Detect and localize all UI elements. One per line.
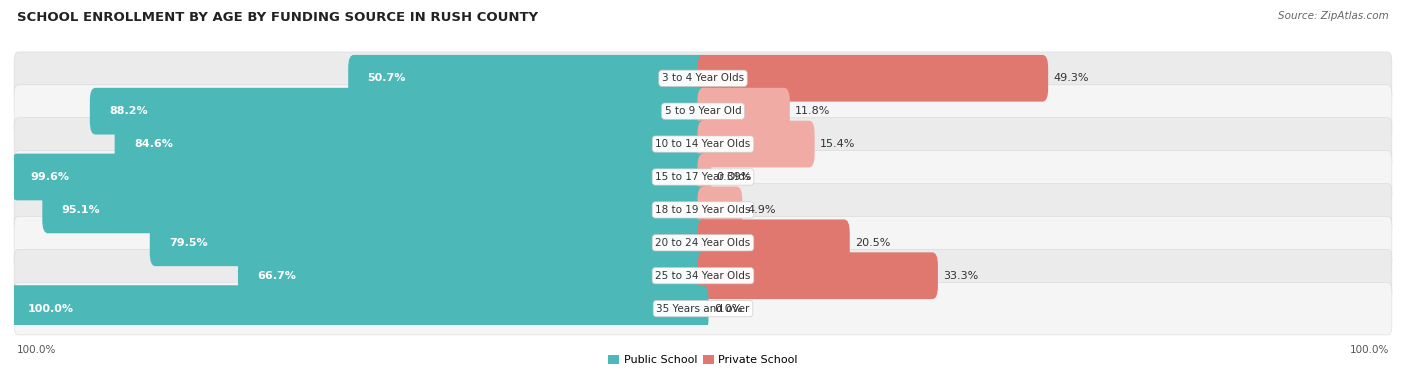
FancyBboxPatch shape xyxy=(90,88,709,135)
Text: 5 to 9 Year Old: 5 to 9 Year Old xyxy=(665,106,741,116)
Legend: Public School, Private School: Public School, Private School xyxy=(603,351,803,370)
FancyBboxPatch shape xyxy=(14,52,1392,105)
Text: 66.7%: 66.7% xyxy=(257,271,297,281)
Text: 88.2%: 88.2% xyxy=(110,106,148,116)
FancyBboxPatch shape xyxy=(697,220,849,266)
FancyBboxPatch shape xyxy=(697,253,938,299)
Text: Source: ZipAtlas.com: Source: ZipAtlas.com xyxy=(1278,11,1389,21)
FancyBboxPatch shape xyxy=(150,220,709,266)
Text: 20 to 24 Year Olds: 20 to 24 Year Olds xyxy=(655,238,751,248)
Text: 3 to 4 Year Olds: 3 to 4 Year Olds xyxy=(662,73,744,83)
Text: 79.5%: 79.5% xyxy=(169,238,208,248)
FancyBboxPatch shape xyxy=(697,88,790,135)
FancyBboxPatch shape xyxy=(14,85,1392,138)
Text: 49.3%: 49.3% xyxy=(1053,73,1090,83)
FancyBboxPatch shape xyxy=(42,186,709,233)
Text: 15 to 17 Year Olds: 15 to 17 Year Olds xyxy=(655,172,751,182)
Text: 0.0%: 0.0% xyxy=(714,304,742,314)
Text: 99.6%: 99.6% xyxy=(31,172,69,182)
Text: 95.1%: 95.1% xyxy=(62,205,100,215)
FancyBboxPatch shape xyxy=(697,55,1047,102)
FancyBboxPatch shape xyxy=(115,121,709,167)
Text: 100.0%: 100.0% xyxy=(1350,345,1389,355)
Text: 20.5%: 20.5% xyxy=(855,238,890,248)
FancyBboxPatch shape xyxy=(11,153,709,200)
Text: 11.8%: 11.8% xyxy=(796,106,831,116)
FancyBboxPatch shape xyxy=(349,55,709,102)
Text: 35 Years and over: 35 Years and over xyxy=(657,304,749,314)
Text: 100.0%: 100.0% xyxy=(17,345,56,355)
Text: 25 to 34 Year Olds: 25 to 34 Year Olds xyxy=(655,271,751,281)
FancyBboxPatch shape xyxy=(14,118,1392,170)
FancyBboxPatch shape xyxy=(14,249,1392,302)
Text: 100.0%: 100.0% xyxy=(28,304,75,314)
FancyBboxPatch shape xyxy=(238,253,709,299)
FancyBboxPatch shape xyxy=(697,186,742,233)
FancyBboxPatch shape xyxy=(14,184,1392,236)
FancyBboxPatch shape xyxy=(8,285,709,332)
FancyBboxPatch shape xyxy=(14,282,1392,335)
Text: 33.3%: 33.3% xyxy=(943,271,979,281)
FancyBboxPatch shape xyxy=(697,153,711,200)
Text: 15.4%: 15.4% xyxy=(820,139,855,149)
Text: 84.6%: 84.6% xyxy=(134,139,173,149)
Text: 18 to 19 Year Olds: 18 to 19 Year Olds xyxy=(655,205,751,215)
Text: 10 to 14 Year Olds: 10 to 14 Year Olds xyxy=(655,139,751,149)
FancyBboxPatch shape xyxy=(697,121,814,167)
Text: 50.7%: 50.7% xyxy=(367,73,406,83)
FancyBboxPatch shape xyxy=(14,217,1392,269)
FancyBboxPatch shape xyxy=(14,151,1392,203)
Text: SCHOOL ENROLLMENT BY AGE BY FUNDING SOURCE IN RUSH COUNTY: SCHOOL ENROLLMENT BY AGE BY FUNDING SOUR… xyxy=(17,11,538,24)
Text: 0.39%: 0.39% xyxy=(717,172,752,182)
Text: 4.9%: 4.9% xyxy=(748,205,776,215)
